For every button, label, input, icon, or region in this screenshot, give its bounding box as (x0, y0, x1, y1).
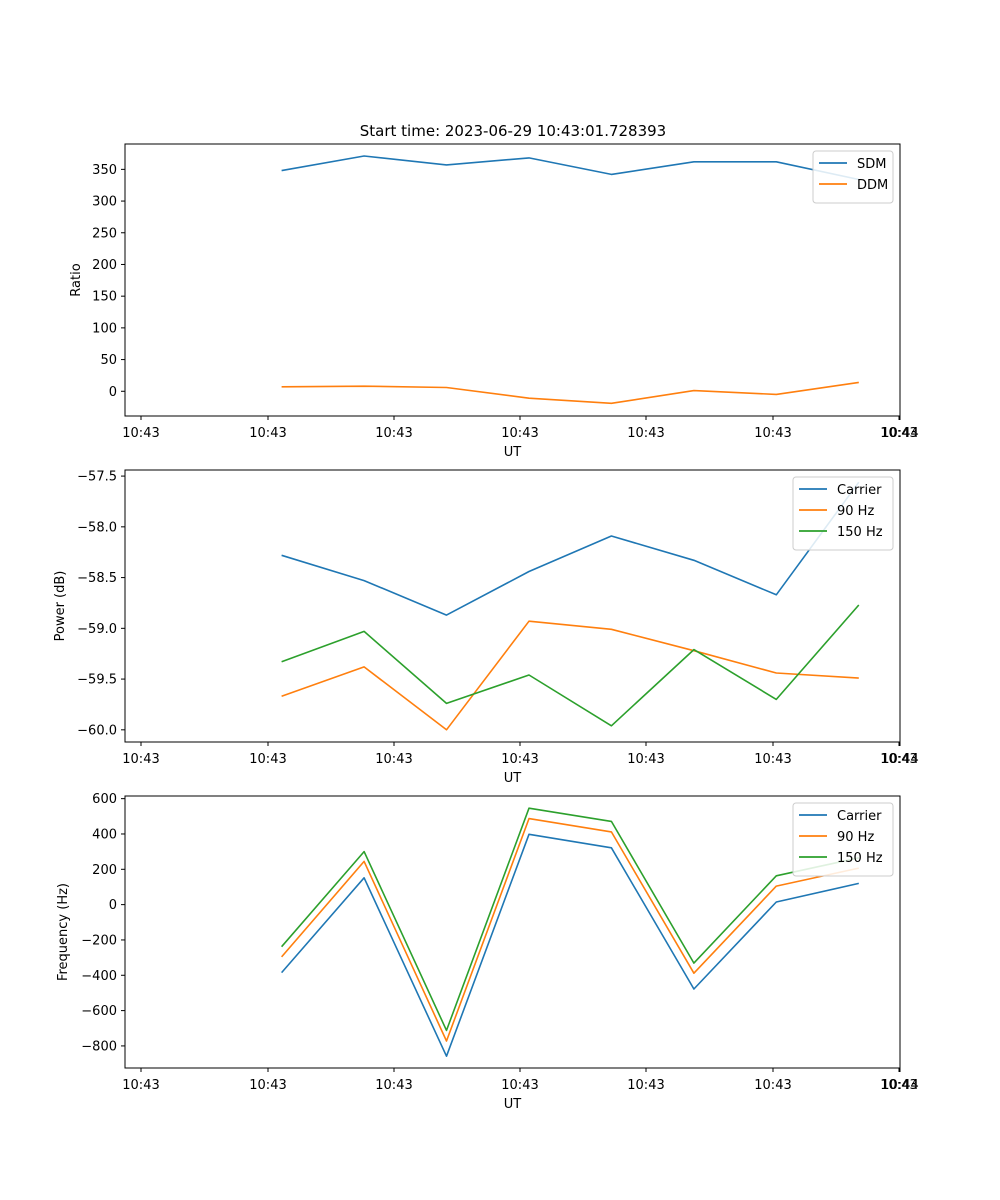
y-tick-label: 200 (92, 863, 117, 878)
legend-label: DDM (857, 178, 888, 193)
y-tick-label: 0 (109, 385, 117, 400)
series-line-150-hz (280, 807, 859, 1032)
y-tick-label: 300 (92, 195, 117, 210)
y-tick-label: 200 (92, 258, 117, 273)
y-tick-label: −59.0 (77, 622, 117, 637)
x-tick-label: 10:43 (375, 1078, 412, 1093)
legend-label: 90 Hz (837, 830, 874, 845)
x-tick-label: 10:43 (880, 752, 917, 767)
legend-label: Carrier (837, 483, 882, 498)
x-tick-label: 10:43 (627, 426, 664, 441)
legend-label: 150 Hz (837, 525, 883, 540)
x-tick-label: 10:43 (501, 426, 538, 441)
y-tick-label: 250 (92, 226, 117, 241)
y-tick-label: 100 (92, 321, 117, 336)
x-tick-label: 10:43 (501, 1078, 538, 1093)
legend-label: SDM (857, 157, 886, 172)
x-tick-label: 10:43 (375, 752, 412, 767)
x-axis-label: UT (504, 1097, 522, 1112)
x-tick-label: 10:43 (880, 1078, 917, 1093)
chart-title: Start time: 2023-06-29 10:43:01.728393 (360, 122, 666, 140)
y-axis-label: Ratio (69, 263, 84, 296)
y-tick-label: −800 (81, 1039, 117, 1054)
y-tick-label: −57.5 (77, 470, 117, 485)
legend: Carrier 90 Hz 150 Hz (792, 802, 894, 877)
y-tick-label: 50 (100, 353, 117, 368)
series-line-sdm (281, 155, 859, 181)
x-tick-label: 10:43 (122, 426, 159, 441)
y-tick-label: −600 (81, 1004, 117, 1019)
y-tick-label: 150 (92, 290, 117, 305)
panel-1: 10:43 10:43 10:43 10:43 10:43 10:43 10:4310:44… (69, 143, 919, 460)
x-tick-label: 10:43 (754, 752, 791, 767)
panels: 10:43 10:43 10:43 10:43 10:43 10:43 10:4310:44… (53, 143, 919, 1112)
y-tick-label: 350 (92, 163, 117, 178)
x-tick-label: 10:43 (122, 1078, 159, 1093)
legend: SDM DDM (812, 150, 894, 204)
y-axis-label: Power (dB) (53, 571, 68, 642)
y-tick-label: −59.5 (77, 673, 117, 688)
x-axis-label: UT (504, 771, 522, 786)
x-tick-label: 10:43 (627, 1078, 664, 1093)
plot-frame (124, 795, 901, 1069)
y-tick-label: −400 (81, 969, 117, 984)
series-line-ddm (281, 381, 859, 405)
y-tick-label: −58.5 (77, 571, 117, 586)
x-tick-label: 10:44 (881, 752, 918, 767)
x-tick-label: 10:43 (249, 426, 286, 441)
x-tick-label: 10:43 (249, 752, 286, 767)
x-tick-label: 10:43 (375, 426, 412, 441)
x-tick-label: 10:44 (881, 1078, 918, 1093)
series-line-150-hz (281, 604, 860, 727)
y-axis-label: Frequency (Hz) (56, 883, 71, 981)
x-tick-label: 10:43 (501, 752, 538, 767)
legend-box (812, 150, 894, 204)
x-tick-label: 10:43 (754, 1078, 791, 1093)
plot-frame (124, 143, 901, 417)
x-tick-label: 10:43 (122, 752, 159, 767)
plot-frame (124, 469, 901, 743)
series-line-90-hz (281, 620, 859, 731)
x-tick-label: 10:43 (880, 426, 917, 441)
x-tick-label: 10:43 (754, 426, 791, 441)
legend-label: Carrier (837, 809, 882, 824)
series-line-carrier (281, 481, 860, 616)
y-tick-label: 600 (92, 792, 117, 807)
legend-label: 150 Hz (837, 851, 883, 866)
series-line-90-hz (280, 817, 859, 1042)
legend: Carrier 90 Hz 150 Hz (792, 476, 894, 551)
y-tick-label: −60.0 (77, 723, 117, 738)
y-tick-label: −58.0 (77, 520, 117, 535)
panel-2: 10:43 10:43 10:43 10:43 10:43 10:43 10:4310:44… (53, 469, 919, 786)
y-tick-label: −200 (81, 933, 117, 948)
x-tick-label: 10:43 (627, 752, 664, 767)
y-tick-label: 0 (109, 898, 117, 913)
y-tick-label: 400 (92, 827, 117, 842)
panel-3: 10:43 10:43 10:43 10:43 10:43 10:43 10:4310:44… (56, 792, 919, 1112)
legend-label: 90 Hz (837, 504, 874, 519)
x-axis-label: UT (504, 445, 522, 460)
x-tick-label: 10:44 (881, 426, 918, 441)
series-line-carrier (280, 833, 859, 1057)
x-tick-label: 10:43 (249, 1078, 286, 1093)
